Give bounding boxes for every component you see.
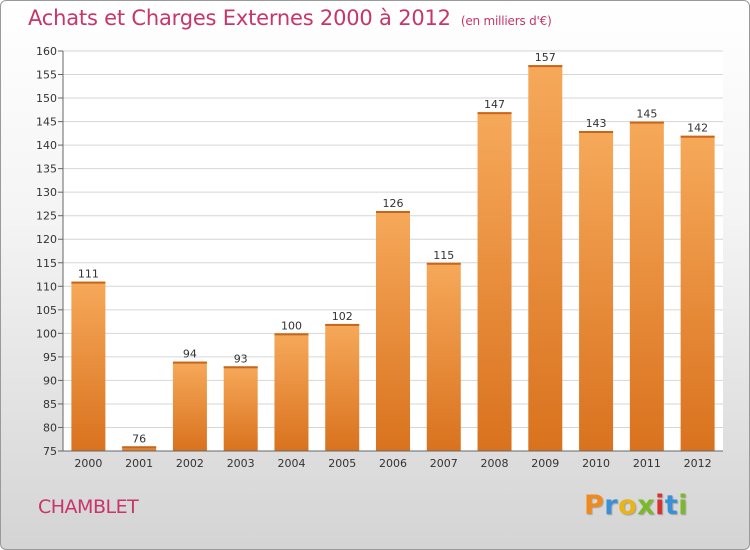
bar-value-label: 126 [383, 197, 404, 210]
x-tick-label: 2009 [531, 457, 559, 470]
bar [376, 211, 410, 451]
x-tick-label: 2001 [125, 457, 153, 470]
x-tick-label: 2003 [227, 457, 255, 470]
x-tick-label: 2004 [277, 457, 305, 470]
y-tick-label: 110 [36, 280, 57, 293]
bar-value-label: 147 [484, 98, 505, 111]
bar-top-edge [122, 446, 157, 449]
bar-top-edge [274, 333, 309, 336]
y-tick-label: 95 [43, 351, 57, 364]
y-tick-label: 115 [36, 257, 57, 270]
x-tick-label: 2005 [328, 457, 356, 470]
y-tick-label: 75 [43, 445, 57, 458]
bar-top-edge [172, 361, 207, 364]
x-tick-label: 2002 [176, 457, 204, 470]
bar-value-label: 111 [78, 268, 99, 281]
bar [680, 135, 715, 452]
bar [528, 65, 563, 451]
bar [579, 131, 614, 451]
bar [122, 446, 157, 451]
bar-top-edge [325, 323, 360, 326]
y-tick-label: 120 [36, 233, 57, 246]
bar-top-edge [426, 262, 461, 265]
title-text: Achats et Charges Externes 2000 à 2012 [28, 6, 451, 30]
bar [172, 361, 207, 451]
bar [325, 323, 360, 451]
bar-value-label: 76 [132, 432, 146, 445]
x-tick-label: 2000 [74, 457, 102, 470]
y-tick-label: 145 [36, 116, 57, 129]
x-tick-label: 2011 [633, 457, 661, 470]
town-name: CHAMBLET [38, 496, 139, 518]
bar-value-label: 100 [281, 319, 302, 332]
bar [477, 112, 512, 452]
x-tick-label: 2008 [481, 457, 509, 470]
bar-top-edge [629, 121, 664, 124]
logo-letter: r [604, 490, 619, 521]
bar-top-edge [71, 281, 106, 284]
bar-top-edge [376, 211, 410, 213]
bar-value-label: 157 [535, 51, 556, 64]
bar-top-edge [528, 65, 563, 68]
bar-value-label: 142 [687, 122, 708, 135]
logo-letter: o [618, 490, 638, 521]
logo-letter: i [678, 490, 689, 521]
bar-value-label: 102 [332, 310, 353, 323]
x-tick-label: 2012 [684, 457, 712, 470]
x-tick-label: 2010 [582, 457, 610, 470]
chart-title: Achats et Charges Externes 2000 à 2012 (e… [28, 6, 552, 30]
bar [223, 366, 258, 451]
y-tick-label: 130 [36, 186, 57, 199]
chart-subtitle: (en milliers d'€) [460, 14, 552, 28]
bar [426, 262, 461, 451]
bar-value-label: 143 [586, 117, 607, 130]
y-tick-label: 125 [36, 210, 57, 223]
y-tick-label: 100 [36, 327, 57, 340]
y-tick-label: 135 [36, 163, 57, 176]
x-tick-label: 2006 [379, 457, 407, 470]
bar-value-label: 145 [636, 108, 657, 121]
x-tick-label: 2007 [430, 457, 458, 470]
bar-top-edge [579, 131, 614, 133]
y-tick-label: 155 [36, 69, 57, 82]
y-tick-label: 105 [36, 304, 57, 317]
bar-value-label: 93 [234, 352, 248, 365]
y-tick-label: 150 [36, 92, 57, 105]
logo-letter: P [584, 490, 605, 521]
bar-top-edge [477, 112, 512, 115]
y-tick-label: 85 [43, 398, 57, 411]
y-tick-label: 140 [36, 139, 57, 152]
y-tick-label: 80 [43, 421, 57, 434]
logo-letter: t [664, 490, 679, 521]
bar-top-edge [223, 366, 258, 369]
bar-top-edge [680, 135, 715, 138]
y-tick-label: 160 [36, 45, 57, 58]
bar-value-label: 94 [183, 348, 197, 361]
logo-letter: x [637, 490, 656, 521]
logo-letter: i [655, 490, 665, 521]
bar [71, 281, 106, 451]
y-tick-label: 90 [43, 374, 57, 387]
bar [629, 121, 664, 452]
proxiti-logo[interactable]: Proxiti [584, 490, 688, 521]
bar-value-label: 115 [433, 249, 454, 262]
bar [274, 333, 309, 451]
